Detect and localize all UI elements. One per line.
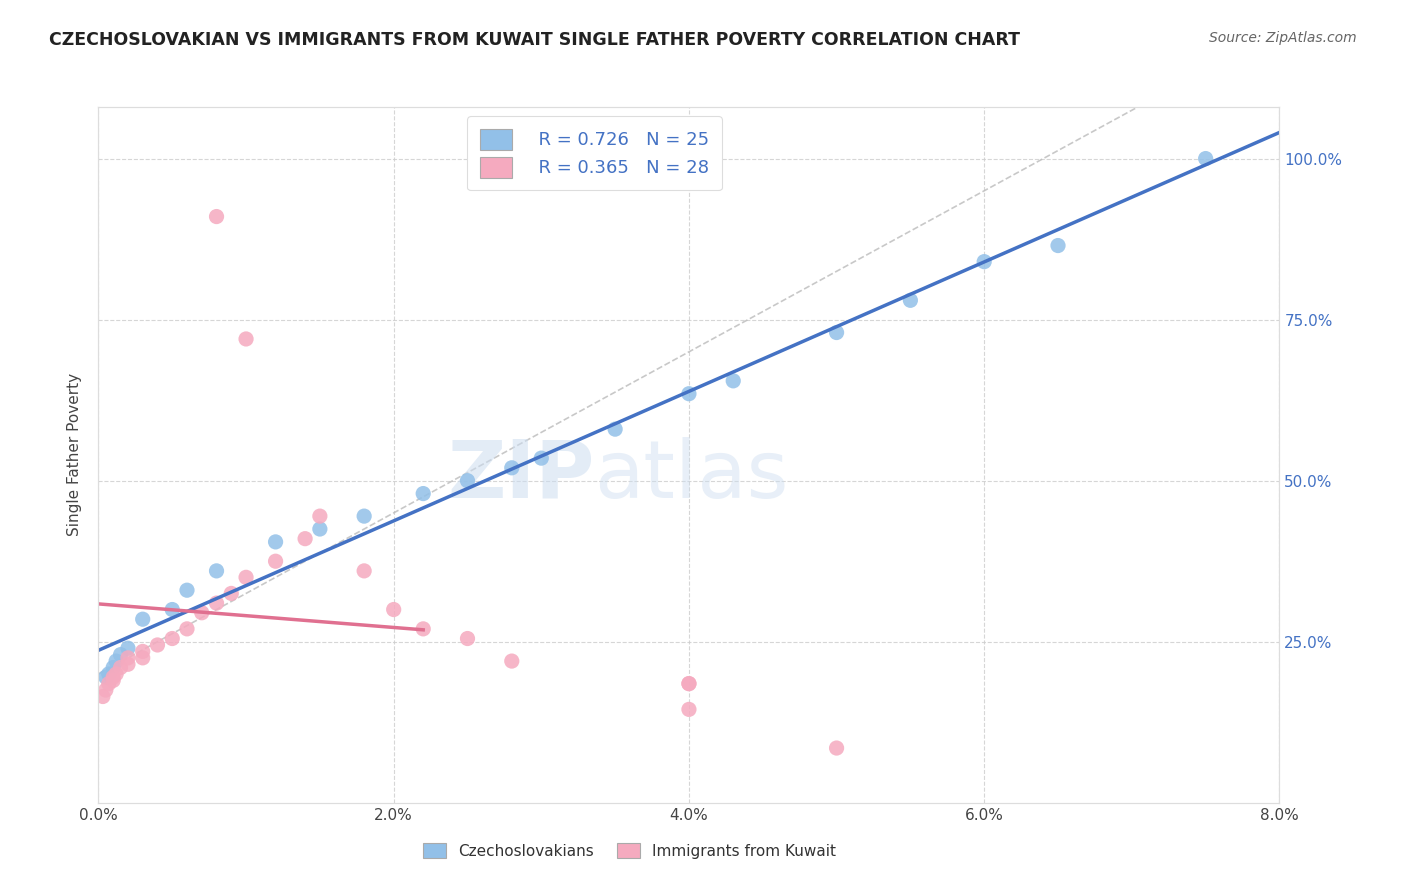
Point [457, 474, 479, 488]
Point [205, 564, 228, 578]
Point [825, 741, 848, 756]
Point [162, 632, 183, 646]
Point [264, 554, 287, 568]
Text: atlas: atlas [595, 437, 789, 515]
Point [412, 486, 434, 500]
Point [97, 667, 120, 681]
Point [205, 210, 228, 224]
Point [235, 332, 257, 346]
Point [309, 522, 332, 536]
Point [94, 670, 117, 684]
Point [825, 326, 848, 340]
Point [205, 596, 228, 610]
Point [146, 638, 169, 652]
Point [132, 612, 155, 626]
Point [132, 644, 155, 658]
Point [457, 632, 479, 646]
Point [973, 254, 995, 268]
Point [117, 657, 139, 672]
Text: ZIP: ZIP [447, 437, 595, 515]
Point [1046, 238, 1070, 252]
Point [264, 534, 287, 549]
Point [110, 660, 132, 674]
Point [412, 622, 434, 636]
Point [678, 676, 700, 690]
Point [530, 451, 553, 466]
Point [103, 670, 125, 684]
Point [235, 570, 257, 584]
Point [110, 648, 132, 662]
Point [103, 660, 125, 674]
Point [162, 602, 183, 616]
Y-axis label: Single Father Poverty: Single Father Poverty [67, 374, 83, 536]
Legend: Czechoslovakians, Immigrants from Kuwait: Czechoslovakians, Immigrants from Kuwait [418, 837, 842, 864]
Point [191, 606, 214, 620]
Point [132, 651, 155, 665]
Point [91, 690, 114, 704]
Point [678, 676, 700, 690]
Point [97, 676, 120, 690]
Text: Source: ZipAtlas.com: Source: ZipAtlas.com [1209, 31, 1357, 45]
Point [353, 564, 375, 578]
Point [94, 683, 117, 698]
Point [176, 583, 198, 598]
Point [105, 667, 128, 681]
Point [221, 586, 243, 600]
Point [678, 386, 700, 401]
Point [501, 460, 523, 475]
Point [900, 293, 922, 308]
Point [103, 673, 125, 688]
Point [105, 654, 128, 668]
Point [117, 651, 139, 665]
Text: CZECHOSLOVAKIAN VS IMMIGRANTS FROM KUWAIT SINGLE FATHER POVERTY CORRELATION CHAR: CZECHOSLOVAKIAN VS IMMIGRANTS FROM KUWAI… [49, 31, 1021, 49]
Point [605, 422, 627, 436]
Point [501, 654, 523, 668]
Point [176, 622, 198, 636]
Point [117, 641, 139, 656]
Point [309, 509, 332, 524]
Point [723, 374, 745, 388]
Point [294, 532, 316, 546]
Point [1195, 152, 1218, 166]
Point [382, 602, 405, 616]
Point [678, 702, 700, 716]
Point [353, 509, 375, 524]
